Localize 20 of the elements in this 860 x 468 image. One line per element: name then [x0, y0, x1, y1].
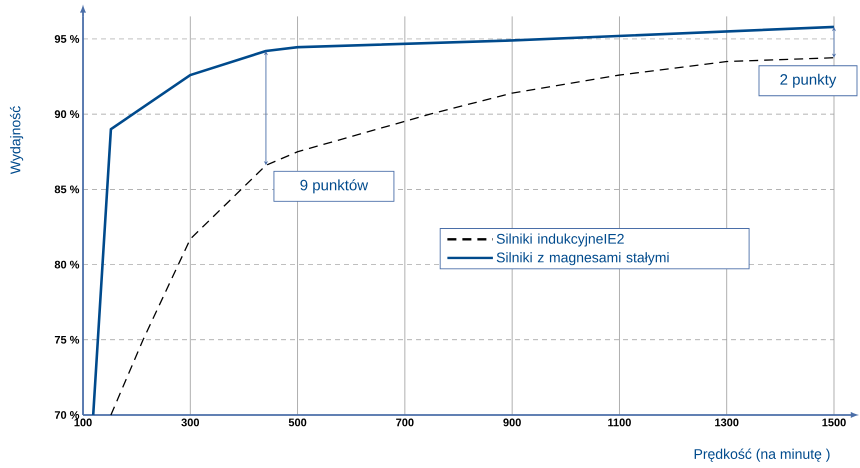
y-tick-label: 90 %: [54, 110, 80, 118]
x-tick-label: 1300: [715, 418, 738, 426]
x-tick-label: 500: [288, 418, 306, 426]
legend-label: Silniki indukcyjneIE2: [496, 233, 624, 247]
x-tick-label: 700: [396, 418, 414, 426]
y-tick-label: 85 %: [54, 185, 80, 194]
annotation: 2 punkty: [780, 74, 836, 88]
x-tick-label: 1500: [822, 418, 846, 426]
legend-label: Silniki z magnesami stałymi: [496, 252, 669, 266]
x-tick-label: 900: [503, 418, 521, 426]
x-tick-label: 1100: [608, 418, 631, 426]
x-tick-label: 100: [74, 418, 92, 426]
y-tick-label: 70 %: [54, 411, 80, 419]
y-tick-label: 75 %: [54, 336, 80, 344]
annotation: 9 punktów: [300, 179, 368, 194]
x-axis-title: Prędkość (na minutę ): [694, 448, 830, 462]
x-tick-label: 300: [181, 418, 200, 426]
y-tick-label: 80 %: [54, 260, 80, 268]
y-tick-label: 95 %: [54, 35, 80, 43]
y-axis-title: Wydajność: [10, 106, 24, 174]
